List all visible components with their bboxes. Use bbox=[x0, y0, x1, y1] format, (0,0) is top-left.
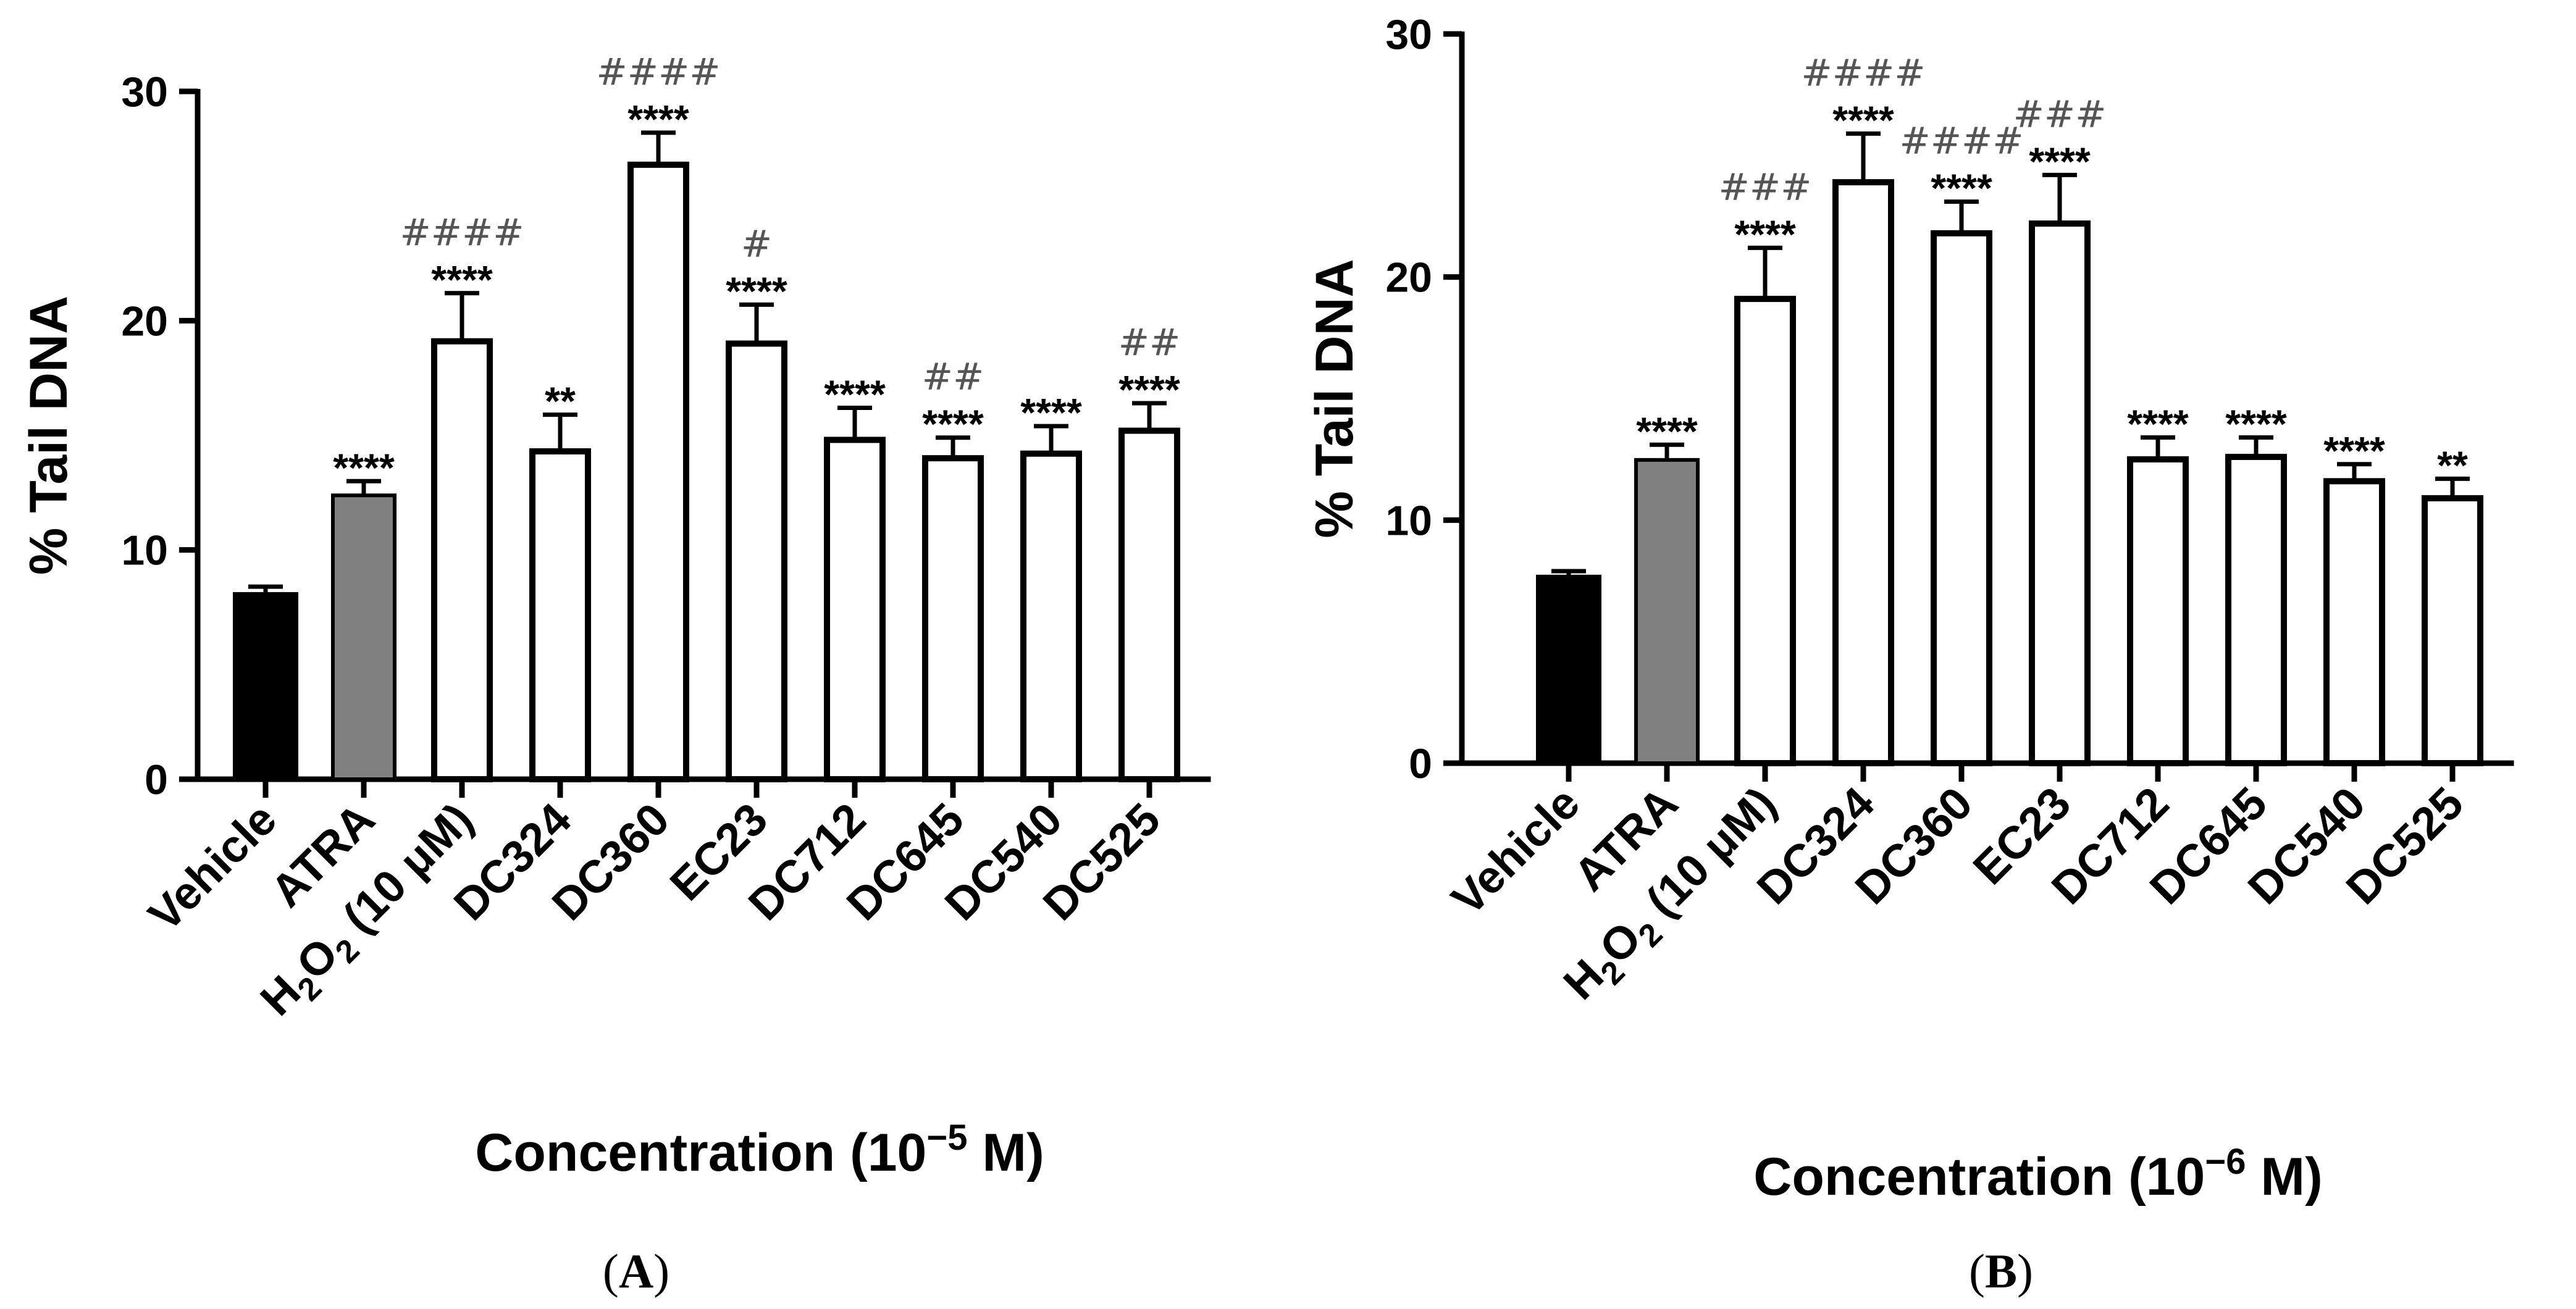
panel-a-category-label: Vehicle bbox=[138, 793, 286, 941]
panel-b-chart: 0 10 20 30 % Tail DNA Concentration (10−6 M) V… bbox=[1305, 11, 2514, 1298]
panel-b-y-tick-label: 30 bbox=[1385, 11, 1432, 58]
panel-a-significance-stars: ** bbox=[545, 379, 576, 424]
panel-b-significance-hashes: #### bbox=[1899, 120, 2023, 163]
panel-a-bar bbox=[1118, 427, 1180, 782]
panel-b-significance-stars: **** bbox=[2225, 401, 2287, 446]
panel-b-x-axis-title-suffix: M) bbox=[2246, 1147, 2323, 1207]
panel-b-significance-stars: **** bbox=[2029, 139, 2091, 183]
panel-a-panel-label-letter: A bbox=[619, 1244, 653, 1298]
panel-a-significance-stars: **** bbox=[1020, 390, 1082, 435]
panel-a-bar bbox=[1020, 450, 1082, 782]
panel-a-y-axis-title: % Tail DNA bbox=[19, 296, 78, 575]
panel-a-significance-stars: **** bbox=[922, 402, 984, 446]
panel-a-x-axis-title-suffix: M) bbox=[968, 1123, 1044, 1182]
panel-b-panel-label: (B) bbox=[1969, 1244, 2033, 1298]
panel-a-significance-hashes: # bbox=[741, 222, 772, 266]
panel-b-bar bbox=[1931, 230, 1992, 767]
panel-a-y-tick-label: 10 bbox=[121, 527, 168, 574]
panel-b-bar bbox=[2225, 453, 2287, 766]
panel-a-x-axis-title: Concentration (10−5 M) bbox=[475, 1118, 1044, 1182]
panel-a-significance-hashes: ## bbox=[922, 356, 984, 399]
panel-a-x-axis-title-exponent: −5 bbox=[926, 1118, 967, 1158]
panel-b-bar bbox=[1536, 574, 1601, 766]
panel-a-y-tick-label: 20 bbox=[121, 298, 168, 345]
panel-a-bar bbox=[627, 161, 689, 782]
panel-b-significance-hashes: #### bbox=[1801, 51, 1925, 94]
panel-b-x-axis-title-exponent: −6 bbox=[2205, 1142, 2246, 1182]
panel-b-significance-stars: **** bbox=[2127, 401, 2189, 446]
panel-b-significance-hashes: ### bbox=[1719, 165, 1812, 209]
panel-a-chart: 0 10 20 30 % Tail DNA Concentration (10−5 M) V… bbox=[19, 51, 1211, 1298]
panel-b-y-tick-label: 0 bbox=[1409, 740, 1432, 787]
panel-a-significance-stars: **** bbox=[1118, 367, 1180, 412]
panel-a-y-tick-label: 0 bbox=[145, 756, 168, 803]
panel-b-panel-label-close: ) bbox=[2017, 1244, 2033, 1298]
panel-a-panel-label: (A) bbox=[603, 1244, 669, 1298]
panel-a-panel-label-close: ) bbox=[653, 1244, 669, 1298]
panel-a-bar bbox=[922, 455, 984, 782]
panel-a-significance-stars: **** bbox=[333, 445, 395, 490]
panel-b-bar bbox=[1832, 179, 1894, 766]
panel-a-significance-stars: **** bbox=[627, 97, 689, 141]
panel-b-bar bbox=[1634, 458, 1700, 765]
panel-a-bar bbox=[824, 437, 886, 782]
panel-b-x-axis-title-prefix: Concentration (10 bbox=[1753, 1147, 2205, 1207]
panel-b-significance-stars: **** bbox=[1832, 98, 1894, 142]
panel-b-panel-label-letter: B bbox=[1985, 1244, 2017, 1298]
panel-a-significance-stars: **** bbox=[431, 257, 493, 302]
panel-a-bar bbox=[431, 338, 493, 782]
panel-b-y-tick-label: 10 bbox=[1385, 497, 1432, 544]
panel-a-bar bbox=[529, 448, 591, 782]
panel-a-significance-hashes: ## bbox=[1118, 321, 1181, 364]
panel-a-panel-label-open: ( bbox=[603, 1244, 619, 1298]
panel-a-significance-stars: **** bbox=[824, 372, 886, 416]
panel-a-y-tick-label: 30 bbox=[121, 69, 168, 115]
panel-b-bar bbox=[2422, 495, 2483, 766]
panel-b-significance-stars: **** bbox=[1734, 212, 1796, 256]
panel-a-x-axis-title-prefix: Concentration (10 bbox=[475, 1123, 926, 1182]
panel-b-significance-hashes: ### bbox=[2013, 93, 2107, 136]
panel-a-significance-hashes: #### bbox=[596, 51, 720, 94]
panel-a-bar bbox=[726, 340, 787, 782]
panel-b-bar bbox=[2323, 478, 2385, 766]
panel-b-y-axis-title: % Tail DNA bbox=[1305, 259, 1364, 538]
panel-b-y-tick-label: 20 bbox=[1385, 254, 1432, 301]
panel-a-bar bbox=[233, 592, 298, 782]
panel-b-significance-stars: ** bbox=[2437, 443, 2468, 487]
panel-b-category-label: Vehicle bbox=[1441, 777, 1589, 925]
panel-b-significance-stars: **** bbox=[2323, 429, 2385, 473]
panel-b-x-axis-title: Concentration (10−6 M) bbox=[1753, 1142, 2322, 1207]
panel-b-bar bbox=[2127, 456, 2189, 767]
panel-b-panel-label-open: ( bbox=[1969, 1244, 1985, 1298]
panel-b-significance-stars: **** bbox=[1636, 409, 1698, 453]
panel-a-significance-stars: **** bbox=[726, 269, 787, 313]
panel-a-bar bbox=[331, 493, 396, 781]
panel-b-significance-stars: **** bbox=[1931, 166, 1992, 211]
panel-a-significance-hashes: #### bbox=[400, 211, 524, 254]
panel-b-bar bbox=[1734, 296, 1796, 766]
panel-b-bar bbox=[2029, 220, 2091, 766]
